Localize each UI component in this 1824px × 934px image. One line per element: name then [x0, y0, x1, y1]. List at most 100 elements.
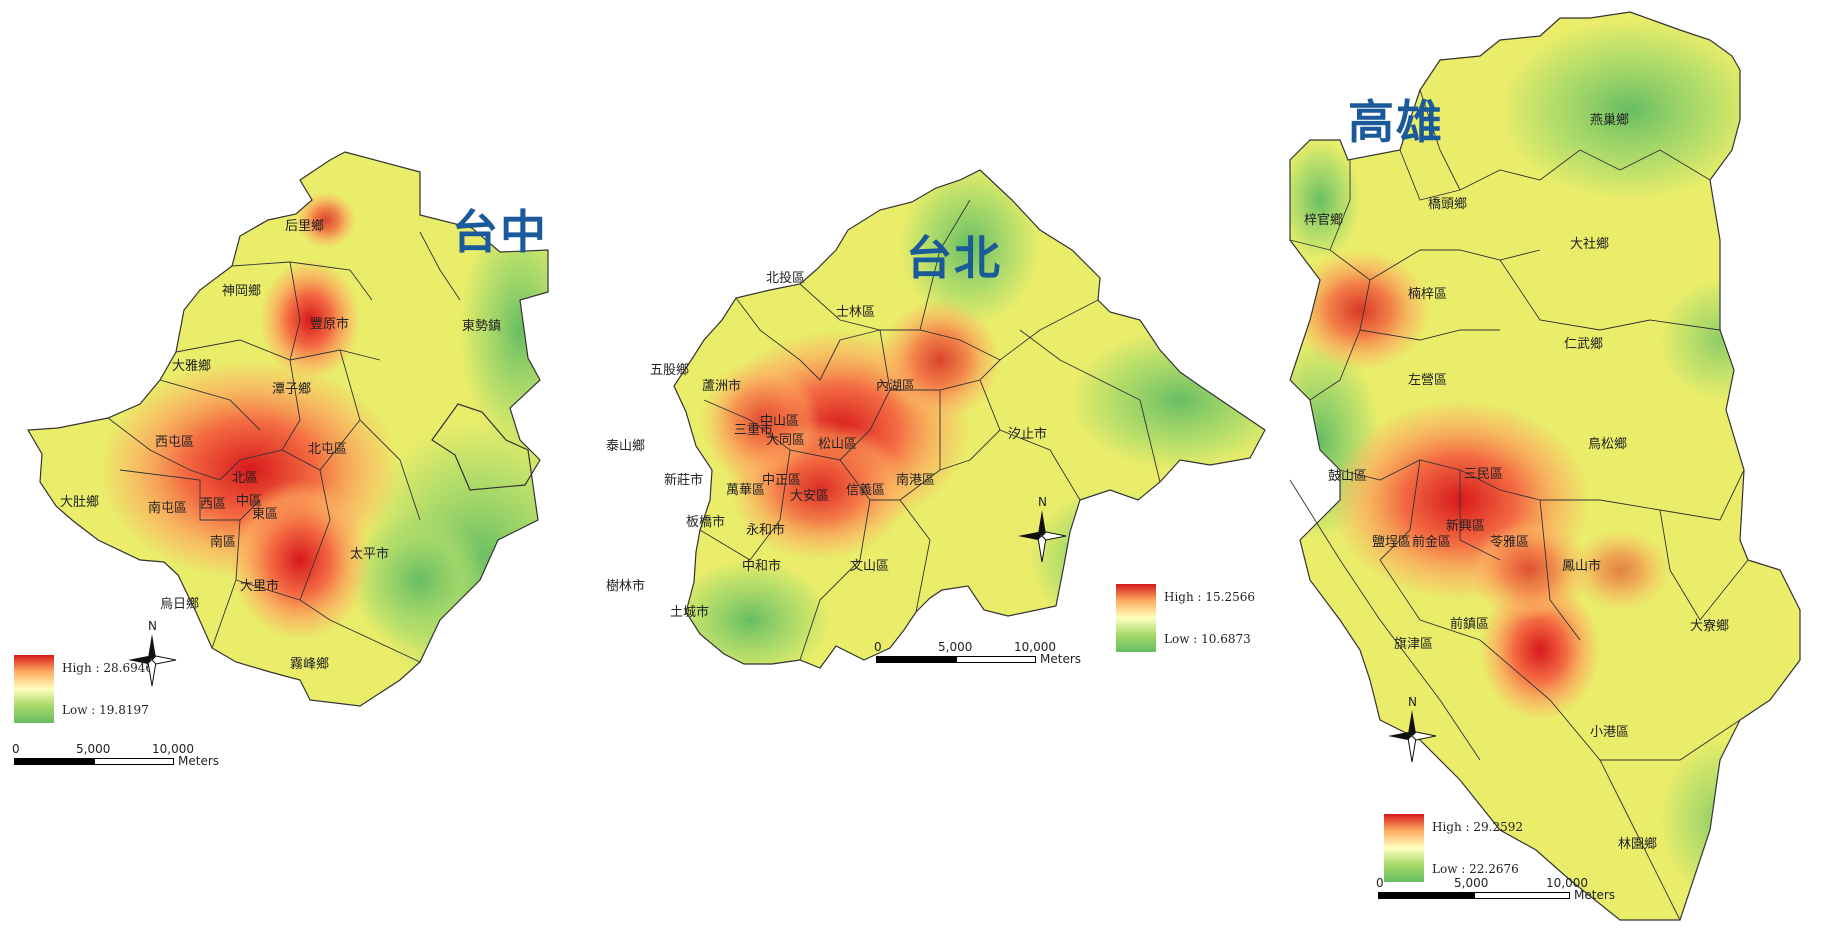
district-label: 大同區 [766, 433, 805, 448]
scale-tick: 0 [1376, 876, 1384, 890]
kaohsiung-map-panel: 燕巢鄉 梓官鄉 橋頭鄉 大社鄉 楠梓區 仁武鄉 左營區 鳥松鄉 三民區 鼓山區 … [1289, 0, 1824, 934]
taichung-title: 台中 [452, 205, 548, 259]
district-label: 烏日鄉 [160, 596, 199, 612]
district-label: 北區 [232, 471, 258, 486]
north-label: N [148, 619, 157, 633]
taipei-map: 北投區 士林區 五股鄉 蘆洲市 內湖區 中山區 三重市 大同區 松山區 汐止市 … [606, 169, 1266, 669]
district-label: 神岡鄉 [222, 283, 261, 299]
district-label: 南區 [210, 534, 236, 550]
taipei-scale-bar: 0 5,000 10,000 Meters [874, 640, 1096, 670]
north-arrow-icon: N [1018, 495, 1067, 563]
district-label: 鳥松鄉 [1588, 436, 1627, 452]
district-label: 太平市 [350, 546, 389, 562]
north-arrow-icon: N [1388, 695, 1437, 763]
district-label: 鹽埕區 [1372, 534, 1411, 550]
scale-tick: 10,000 [1546, 876, 1588, 890]
district-label: 潭子鄉 [272, 381, 311, 397]
taichung-district-labels: 后里鄉 神岡鄉 豐原市 東勢鎮 大雅鄉 潭子鄉 西屯區 北屯區 北區 西區 中區… [60, 218, 501, 672]
district-label: 前金區 [1412, 534, 1451, 550]
district-label: 永和市 [746, 522, 785, 538]
scale-tick: 5,000 [938, 640, 973, 654]
district-label: 樹林市 [606, 578, 645, 594]
legend-color-ramp [1384, 814, 1424, 882]
district-label: 泰山鄉 [606, 438, 645, 454]
district-label: 大寮鄉 [1690, 618, 1729, 634]
north-label: N [1408, 695, 1417, 709]
district-label: 左營區 [1408, 373, 1447, 388]
district-label: 鼓山區 [1328, 469, 1367, 484]
taipei-legend: High : 15.2566 Low : 10.6873 [1116, 584, 1276, 656]
district-label: 內湖區 [876, 379, 915, 394]
scale-unit: Meters [178, 754, 220, 768]
district-label: 北投區 [766, 270, 805, 286]
district-label: 中正區 [762, 473, 801, 488]
legend-high: High : 29.2592 [1432, 820, 1524, 834]
kaohsiung-district-boundaries [1289, 89, 1749, 921]
district-label: 旗津區 [1394, 636, 1433, 652]
district-label: 西屯區 [155, 435, 194, 450]
kaohsiung-north-arrow: N [1382, 694, 1442, 764]
legend-high: High : 28.6946 [62, 661, 154, 675]
legend-low: Low : 19.8197 [62, 703, 149, 717]
scale-tick: 0 [12, 742, 20, 756]
district-label: 橋頭鄉 [1428, 196, 1467, 212]
north-arrow-icon: N [128, 619, 177, 687]
district-label: 中和市 [742, 558, 781, 574]
taipei-north-arrow: N [1012, 494, 1072, 564]
scale-tick: 10,000 [1014, 640, 1056, 654]
north-label: N [1038, 495, 1047, 509]
district-label: 霧峰鄉 [290, 656, 329, 672]
scale-tick: 10,000 [152, 742, 194, 756]
district-label: 北屯區 [308, 442, 347, 457]
kaohsiung-legend: High : 29.2592 Low : 22.2676 [1384, 814, 1544, 886]
district-label: 中山區 [760, 414, 799, 429]
kaohsiung-title: 高雄 [1348, 95, 1444, 149]
district-label: 后里鄉 [285, 218, 324, 234]
district-label: 士林區 [836, 305, 875, 320]
district-label: 大安區 [790, 489, 829, 504]
taipei-map-panel: 北投區 士林區 五股鄉 蘆洲市 內湖區 中山區 三重市 大同區 松山區 汐止市 … [606, 0, 1280, 934]
district-label: 中區 [236, 494, 262, 509]
district-label: 三民區 [1464, 467, 1503, 482]
district-label: 蘆洲市 [702, 378, 741, 394]
district-label: 南屯區 [148, 500, 187, 516]
district-label: 鳳山市 [1562, 558, 1601, 574]
district-label: 楠梓區 [1408, 287, 1447, 302]
district-label: 林園鄉 [1618, 836, 1657, 852]
legend-color-ramp [1116, 584, 1156, 652]
scale-tick: 5,000 [1454, 876, 1489, 890]
district-label: 仁武鄉 [1564, 336, 1603, 352]
kaohsiung-scale-bar: 0 5,000 10,000 Meters [1376, 876, 1638, 906]
district-label: 大里市 [240, 578, 279, 594]
district-label: 大雅鄉 [172, 358, 211, 374]
district-label: 燕巢鄉 [1590, 112, 1629, 128]
district-label: 梓官鄉 [1304, 212, 1343, 228]
legend-low: Low : 22.2676 [1432, 862, 1519, 876]
legend-high: High : 15.2566 [1164, 590, 1256, 604]
district-label: 五股鄉 [650, 362, 689, 378]
district-label: 南港區 [896, 472, 935, 488]
taichung-scale-bar: 0 5,000 10,000 Meters [12, 742, 234, 772]
taipei-title: 台北 [906, 231, 1002, 285]
taichung-map: 后里鄉 神岡鄉 豐原市 東勢鎮 大雅鄉 潭子鄉 西屯區 北屯區 北區 西區 中區… [26, 151, 549, 707]
scale-unit: Meters [1040, 652, 1082, 666]
taichung-legend: High : 28.6946 Low : 19.8197 [14, 655, 174, 727]
district-label: 大社鄉 [1570, 236, 1609, 252]
legend-color-ramp [14, 655, 54, 723]
kaohsiung-map: 燕巢鄉 梓官鄉 橋頭鄉 大社鄉 楠梓區 仁武鄉 左營區 鳥松鄉 三民區 鼓山區 … [1289, 11, 1801, 921]
district-label: 土城市 [670, 604, 709, 620]
district-label: 小港區 [1590, 725, 1629, 740]
taichung-map-panel: 后里鄉 神岡鄉 豐原市 東勢鎮 大雅鄉 潭子鄉 西屯區 北屯區 北區 西區 中區… [0, 0, 640, 934]
taipei-district-labels: 北投區 士林區 五股鄉 蘆洲市 內湖區 中山區 三重市 大同區 松山區 汐止市 … [606, 270, 1047, 620]
taipei-district-boundaries [699, 199, 1161, 661]
taichung-north-arrow: N [122, 618, 182, 688]
district-label: 東勢鎮 [462, 318, 501, 334]
district-label: 信義區 [846, 482, 885, 498]
scale-unit: Meters [1574, 888, 1616, 902]
legend-low: Low : 10.6873 [1164, 632, 1251, 646]
district-label: 新興區 [1446, 518, 1485, 534]
kaohsiung-district-labels: 燕巢鄉 梓官鄉 橋頭鄉 大社鄉 楠梓區 仁武鄉 左營區 鳥松鄉 三民區 鼓山區 … [1304, 112, 1729, 852]
district-label: 苓雅區 [1490, 535, 1529, 550]
district-label: 新莊市 [664, 472, 703, 488]
district-label: 板橋市 [686, 514, 725, 530]
